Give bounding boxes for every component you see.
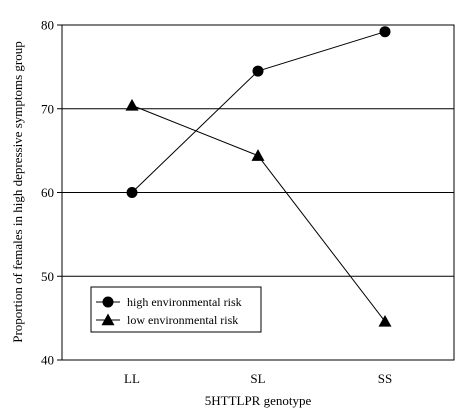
legend-box: [90, 286, 262, 333]
data-point-circle: [379, 26, 391, 38]
x-tick-label: SL: [250, 371, 265, 386]
legend: high environmental risk low environmental…: [90, 286, 262, 333]
data-point-circle: [126, 187, 138, 198]
data-point-circle-legend: [102, 296, 114, 308]
x-axis-title: 5HTTLPR genotype: [205, 393, 312, 408]
y-tick-label: 60: [41, 185, 54, 200]
x-tick-label: LL: [124, 371, 140, 386]
x-tick-label: SS: [378, 371, 392, 386]
x-axis-ticks: LL SL SS: [124, 371, 392, 386]
data-point-triangle: [125, 98, 139, 111]
data-point-circle: [252, 65, 264, 77]
y-tick-label: 70: [41, 101, 54, 116]
y-tick-label: 40: [41, 353, 54, 368]
legend-label: high environmental risk: [127, 295, 242, 309]
y-axis-ticks: 40 50 60 70 80: [41, 18, 62, 368]
series-circle: [126, 26, 391, 198]
data-point-triangle: [251, 149, 265, 161]
series-triangle: [125, 98, 392, 327]
data-point-triangle-legend: [101, 313, 115, 326]
legend-label: low environmental risk: [127, 313, 238, 327]
y-axis-title: Proportion of females in high depressive…: [10, 41, 25, 343]
series-layer: [125, 26, 392, 327]
y-tick-label: 50: [41, 269, 54, 284]
y-tick-label: 80: [41, 18, 54, 33]
data-point-triangle: [378, 314, 392, 327]
